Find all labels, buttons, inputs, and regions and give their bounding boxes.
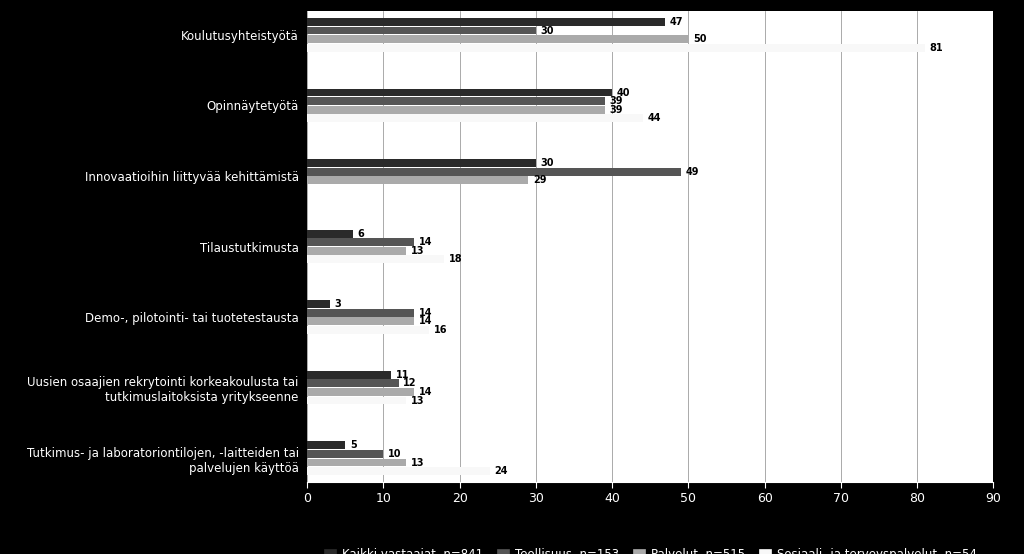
Text: 81: 81 — [929, 43, 943, 53]
Bar — [307, 247, 407, 255]
Text: 39: 39 — [609, 105, 623, 115]
Bar — [307, 300, 330, 308]
Bar — [307, 459, 407, 466]
Bar — [307, 442, 345, 449]
Text: 14: 14 — [419, 387, 432, 397]
Text: 30: 30 — [541, 158, 554, 168]
Bar — [307, 97, 604, 105]
Bar — [307, 44, 925, 52]
Bar — [307, 114, 643, 122]
Text: 3: 3 — [335, 299, 341, 309]
Text: 12: 12 — [403, 378, 417, 388]
Text: 49: 49 — [685, 167, 698, 177]
Bar — [307, 371, 391, 379]
Text: 14: 14 — [419, 316, 432, 326]
Text: 13: 13 — [411, 246, 424, 256]
Text: 13: 13 — [411, 396, 424, 406]
Text: 18: 18 — [449, 254, 463, 264]
Legend: Kaikki vastaajat, n=841, Teollisuus, n=153, Palvelut, n=515, Sosiaali- ja tervey: Kaikki vastaajat, n=841, Teollisuus, n=1… — [324, 548, 977, 554]
Text: 50: 50 — [693, 34, 707, 44]
Bar — [307, 309, 414, 317]
Text: 44: 44 — [647, 113, 660, 123]
Bar — [307, 379, 398, 387]
Bar — [307, 18, 666, 26]
Text: 29: 29 — [532, 175, 547, 185]
Bar — [307, 168, 681, 176]
Text: 14: 14 — [419, 237, 432, 247]
Bar — [307, 255, 444, 263]
Bar — [307, 27, 536, 34]
Text: 14: 14 — [419, 308, 432, 318]
Text: 30: 30 — [541, 25, 554, 35]
Bar — [307, 450, 383, 458]
Text: 13: 13 — [411, 458, 424, 468]
Bar — [307, 317, 414, 325]
Text: 24: 24 — [495, 466, 508, 476]
Text: 11: 11 — [395, 370, 410, 380]
Text: 16: 16 — [434, 325, 447, 335]
Text: 6: 6 — [357, 229, 365, 239]
Bar — [307, 89, 612, 96]
Bar — [307, 388, 414, 396]
Text: 47: 47 — [670, 17, 684, 27]
Bar — [307, 35, 688, 43]
Bar — [307, 106, 604, 114]
Bar — [307, 326, 429, 334]
Bar — [307, 467, 490, 475]
Text: 40: 40 — [616, 88, 630, 98]
Bar — [307, 397, 407, 404]
Bar — [307, 238, 414, 246]
Bar — [307, 159, 536, 167]
Text: 39: 39 — [609, 96, 623, 106]
Text: 10: 10 — [388, 449, 401, 459]
Text: 5: 5 — [350, 440, 356, 450]
Bar — [307, 176, 528, 184]
Bar — [307, 230, 353, 238]
